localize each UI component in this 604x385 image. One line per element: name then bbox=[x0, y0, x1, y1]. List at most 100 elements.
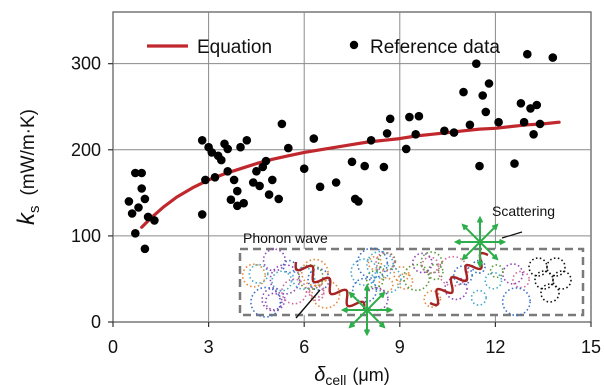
reference-point bbox=[414, 111, 424, 121]
y-axis-unit: (mW/m·K) bbox=[18, 109, 39, 196]
reference-point bbox=[529, 130, 538, 139]
reference-point bbox=[510, 159, 519, 168]
reference-point bbox=[239, 198, 248, 208]
inset-diagram: Phonon wave Scattering bbox=[238, 203, 585, 337]
inset-cell bbox=[393, 266, 410, 283]
reference-point bbox=[385, 114, 395, 124]
x-axis-unit: (μm) bbox=[352, 365, 389, 385]
scatter-burst-right-head bbox=[453, 238, 461, 246]
scatter-burst-left bbox=[366, 309, 385, 328]
reference-point bbox=[197, 136, 207, 145]
reference-point bbox=[516, 99, 526, 108]
equation-curve bbox=[140, 120, 561, 229]
x-axis-title: δcell (μm) bbox=[314, 364, 390, 385]
scatter-burst-right bbox=[479, 241, 498, 260]
scatter-burst-left-head bbox=[378, 321, 386, 329]
phonon-wave-right bbox=[429, 251, 489, 307]
reference-point bbox=[366, 136, 376, 145]
inset-cell-dark bbox=[552, 270, 572, 290]
reference-point bbox=[309, 134, 319, 143]
tick-labels: 0 3 6 9 12 15 0 100 200 300 bbox=[71, 54, 601, 357]
scattering-pointer bbox=[501, 231, 523, 239]
x-tick-label: 9 bbox=[395, 337, 405, 357]
reference-point bbox=[143, 212, 153, 222]
inset-cell bbox=[501, 287, 531, 317]
reference-point bbox=[360, 161, 370, 171]
reference-point bbox=[411, 130, 421, 139]
reference-point bbox=[229, 175, 239, 185]
reference-point bbox=[150, 216, 159, 225]
inset-scattering-label: Scattering bbox=[492, 203, 555, 219]
reference-point bbox=[137, 168, 146, 178]
inset-cell bbox=[512, 270, 530, 289]
scatter-burst-left-head bbox=[348, 291, 356, 299]
inset-cell bbox=[366, 250, 394, 279]
reference-point bbox=[347, 157, 357, 167]
y-tick-label: 100 bbox=[71, 226, 101, 246]
inset-cell bbox=[248, 263, 269, 284]
legend-label-equation: Equation bbox=[197, 37, 272, 58]
x-tick-label: 15 bbox=[581, 337, 601, 357]
reference-point bbox=[382, 129, 392, 138]
scatter-burst-right bbox=[462, 224, 481, 243]
reference-point bbox=[268, 175, 277, 185]
inset-cell bbox=[375, 251, 396, 272]
reference-point bbox=[134, 203, 143, 212]
y-tick-label: 0 bbox=[91, 312, 101, 332]
svg-text:δcell(μm): δcell (μm) bbox=[314, 364, 390, 385]
reference-point bbox=[242, 136, 252, 145]
scatter-burst-left-head bbox=[348, 321, 356, 329]
reference-point bbox=[233, 186, 242, 196]
reference-point bbox=[494, 117, 503, 127]
reference-point bbox=[277, 119, 287, 129]
scatter-burst-right-head bbox=[476, 261, 484, 269]
inset-cell bbox=[378, 276, 394, 293]
scatter-burst-left-head bbox=[340, 306, 348, 314]
inset-cell bbox=[427, 263, 444, 281]
inset-cell bbox=[484, 271, 503, 290]
inset-cell bbox=[373, 264, 402, 294]
reference-point bbox=[137, 184, 146, 193]
inset-cell bbox=[444, 276, 468, 301]
inset-cell bbox=[437, 255, 469, 287]
scatter-burst-right-head bbox=[491, 223, 499, 231]
reference-point bbox=[127, 209, 137, 218]
scatter-burst-left-head bbox=[386, 306, 394, 314]
inset-cell-dark bbox=[540, 283, 560, 303]
reference-point bbox=[331, 178, 341, 187]
scatter-burst-right-head bbox=[491, 253, 499, 261]
inset-cell bbox=[489, 264, 504, 279]
scatter-burst-right bbox=[479, 224, 498, 243]
phonon-wave-left bbox=[294, 261, 366, 311]
y-tick-label: 300 bbox=[71, 54, 101, 74]
x-axis-subscript: cell bbox=[325, 372, 346, 385]
reference-point bbox=[226, 195, 236, 204]
scatter-burst-right bbox=[462, 241, 481, 260]
inset-cell bbox=[281, 278, 308, 305]
inset-cell bbox=[262, 248, 286, 272]
inset-cell bbox=[271, 270, 293, 292]
reference-point bbox=[284, 143, 293, 153]
reference-point bbox=[481, 107, 491, 117]
reference-point bbox=[449, 128, 459, 137]
reference-point bbox=[210, 173, 220, 182]
scatter-burst-right-head bbox=[476, 215, 484, 223]
inset-cell bbox=[367, 255, 383, 271]
reference-point bbox=[526, 104, 535, 113]
inset-cell bbox=[421, 256, 440, 275]
reference-point bbox=[264, 190, 274, 199]
inset-cell bbox=[402, 263, 431, 292]
svg-text:ks(mW/m·K): ks (mW/m·K) bbox=[13, 109, 43, 225]
inset-cell bbox=[502, 263, 524, 285]
legend-dot-swatch bbox=[349, 40, 359, 50]
inset-cell bbox=[365, 270, 385, 289]
reference-point bbox=[484, 79, 494, 88]
inset-cell bbox=[356, 247, 389, 279]
scatter-burst-left bbox=[366, 292, 385, 311]
x-tick-label: 0 bbox=[108, 337, 118, 357]
inset-cell bbox=[291, 266, 316, 291]
reference-point bbox=[315, 182, 325, 192]
reference-point bbox=[252, 167, 261, 176]
inset-cell bbox=[307, 281, 325, 299]
